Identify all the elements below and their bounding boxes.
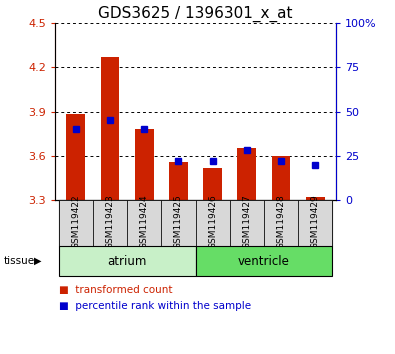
Text: GSM119428: GSM119428 <box>276 195 286 250</box>
Bar <box>127 200 161 246</box>
Text: tissue: tissue <box>4 256 35 266</box>
Text: GSM119429: GSM119429 <box>311 195 320 250</box>
Bar <box>237 148 256 200</box>
Text: GSM119423: GSM119423 <box>105 195 115 250</box>
Bar <box>101 57 119 200</box>
Text: ■  percentile rank within the sample: ■ percentile rank within the sample <box>59 301 251 311</box>
Bar <box>196 246 332 276</box>
Bar <box>66 114 85 200</box>
Bar <box>196 200 230 246</box>
Bar <box>230 200 264 246</box>
Bar <box>135 129 154 200</box>
Title: GDS3625 / 1396301_x_at: GDS3625 / 1396301_x_at <box>98 5 293 22</box>
Text: ventricle: ventricle <box>238 255 290 268</box>
Bar <box>59 200 93 246</box>
Text: GSM119427: GSM119427 <box>242 195 251 250</box>
Text: GSM119422: GSM119422 <box>71 195 80 250</box>
Bar <box>264 200 298 246</box>
Bar <box>306 197 325 200</box>
Text: ▶: ▶ <box>34 256 41 266</box>
Bar <box>161 200 196 246</box>
Bar <box>93 200 127 246</box>
Bar <box>59 246 196 276</box>
Bar <box>298 200 332 246</box>
Text: GSM119425: GSM119425 <box>174 195 183 250</box>
Bar <box>203 167 222 200</box>
Text: ■  transformed count: ■ transformed count <box>59 285 173 295</box>
Bar <box>169 162 188 200</box>
Bar <box>272 156 290 200</box>
Text: GSM119426: GSM119426 <box>208 195 217 250</box>
Text: atrium: atrium <box>107 255 147 268</box>
Text: GSM119424: GSM119424 <box>140 195 149 250</box>
